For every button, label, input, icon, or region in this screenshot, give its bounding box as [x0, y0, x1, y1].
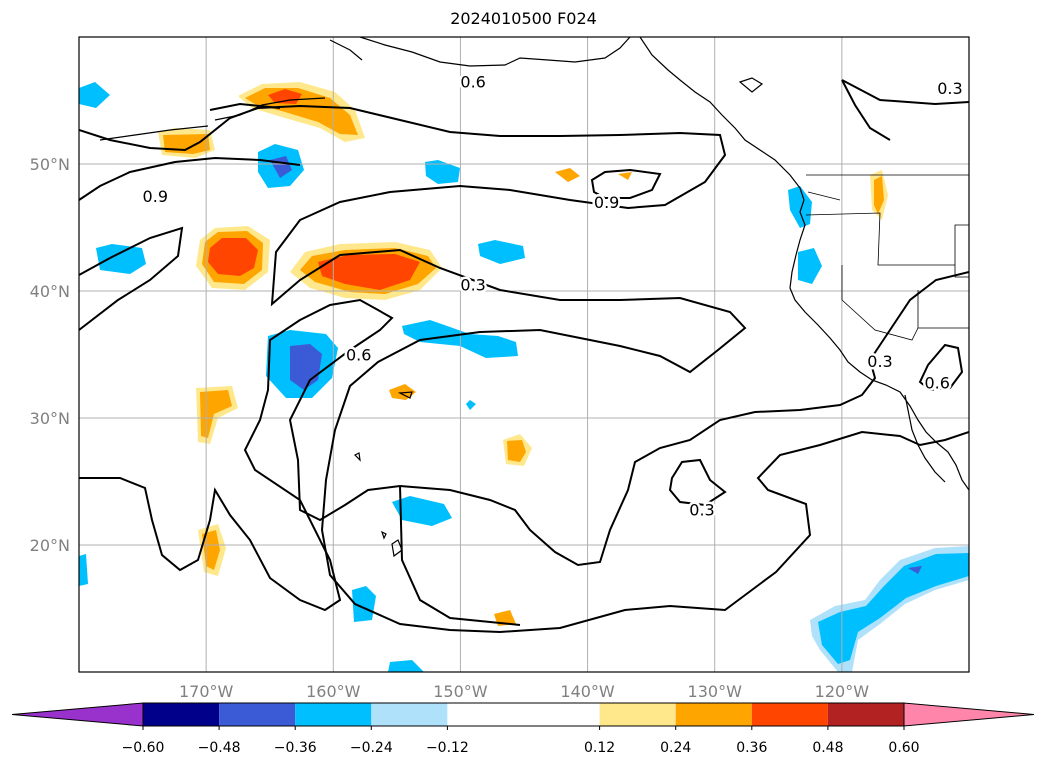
contour-label: 0.9 — [594, 193, 619, 212]
colorbar-tick-label: −0.60 — [122, 740, 165, 756]
lat-tick-label: 30°N — [30, 409, 70, 428]
colorbar-tick-label: −0.48 — [198, 740, 241, 756]
map-frame — [78, 36, 970, 673]
borders — [805, 174, 969, 341]
lon-tick-label: 150°W — [433, 682, 488, 701]
contour-label: 0.6 — [460, 72, 485, 91]
colorbar-segment — [751, 703, 828, 726]
colorbar-segment — [827, 703, 904, 726]
colorbar-extend-high — [903, 702, 1035, 727]
positive-anomaly-dateline — [196, 226, 270, 290]
colorbar-extend-low — [11, 702, 144, 727]
colorbar: −0.60 −0.48 −0.36 −0.24 −0.12 0.12 0.24 0.36 0.4… — [11, 702, 1035, 756]
lat-tick-label: 20°N — [30, 536, 70, 555]
lon-tick-label: 140°W — [560, 682, 615, 701]
colorbar-tick-label: 0.48 — [812, 740, 843, 756]
lat-tick-label: 40°N — [30, 282, 70, 301]
contour-label: 0.3 — [689, 500, 714, 519]
positive-anomaly-central — [290, 242, 442, 300]
colorbar-tick-label: 0.24 — [660, 740, 691, 756]
colorbar-tick-label: 0.60 — [888, 740, 919, 756]
colorbar-segment — [447, 703, 600, 726]
contour-label: 0.9 — [143, 187, 168, 206]
contour-labels: 0.6 0.3 0.9 0.9 0.3 0.6 0.3 0.6 0.3 — [140, 70, 965, 522]
lon-tick-label: 130°W — [688, 682, 743, 701]
colorbar-segment — [143, 703, 220, 726]
positive-anomaly-aleutian — [238, 82, 365, 142]
latitude-tick-labels: 20°N 30°N 40°N 50°N — [30, 155, 70, 555]
colorbar-segment — [219, 703, 296, 726]
colorbar-tick-label: −0.36 — [274, 740, 317, 756]
colorbar-tick-label: −0.24 — [350, 740, 393, 756]
negative-anomalies — [79, 82, 969, 672]
colorbar-frame — [142, 702, 905, 727]
colorbar-segment — [599, 703, 676, 726]
contour-label: 0.3 — [867, 352, 892, 371]
colorbar-segment — [295, 703, 372, 726]
contour-label: 0.6 — [346, 346, 371, 365]
contour-label: 0.3 — [460, 276, 485, 295]
colorbar-segment — [675, 703, 752, 726]
lat-tick-label: 50°N — [30, 155, 70, 174]
longitude-tick-labels: 170°W 160°W 150°W 140°W 130°W 120°W — [179, 682, 869, 701]
graticule-gridlines — [79, 37, 969, 672]
contour-label: 0.6 — [924, 373, 949, 392]
colorbar-tick-label: 0.12 — [584, 740, 615, 756]
colorbar-tick-label: −0.12 — [426, 740, 469, 756]
anomaly-shading — [79, 82, 969, 672]
lon-tick-label: 160°W — [306, 682, 361, 701]
lon-tick-label: 120°W — [815, 682, 870, 701]
colorbar-segment — [371, 703, 448, 726]
contour-label: 0.3 — [937, 79, 962, 98]
contour-lines — [79, 79, 969, 634]
colorbar-tick-label: 0.36 — [736, 740, 767, 756]
lon-tick-label: 170°W — [179, 682, 234, 701]
map-title: 2024010500 F024 — [450, 9, 597, 28]
